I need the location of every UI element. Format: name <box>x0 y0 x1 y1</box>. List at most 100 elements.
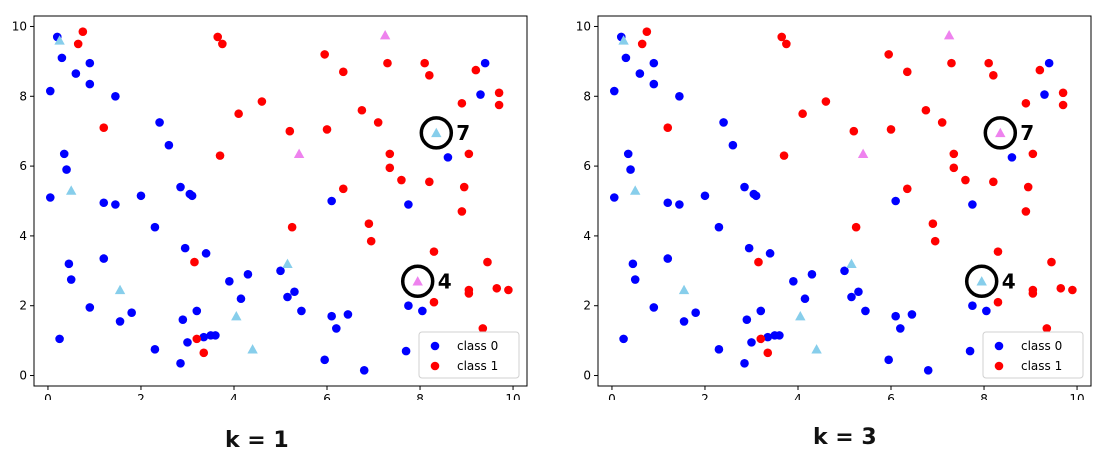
scatter-panel-k1: 0 2 4 6 8 10 0 2 4 6 8 10 7 4 class 0 class 1 <box>0 0 545 400</box>
caption-k3: k = 3 <box>813 425 877 450</box>
class1-point <box>1056 283 1066 293</box>
class1-point <box>947 58 956 68</box>
class0-point <box>719 118 728 127</box>
class0-point <box>619 334 628 344</box>
class1-point <box>937 118 947 127</box>
class0-point <box>840 266 849 276</box>
class1-point <box>234 109 243 119</box>
class1-point <box>492 283 502 293</box>
class0-point <box>744 243 754 253</box>
class0-point <box>201 249 211 258</box>
class1-point <box>285 126 295 136</box>
class1-point <box>884 50 893 59</box>
class1-point <box>886 125 896 134</box>
class0-point <box>740 182 749 192</box>
class1-point <box>949 163 959 173</box>
class0-point <box>115 317 125 326</box>
class0-point <box>199 332 209 342</box>
class1-point <box>1035 65 1045 75</box>
y-tick-label: 0 <box>19 369 27 383</box>
class1-point <box>78 27 88 37</box>
class0-point <box>609 193 619 202</box>
class1-point <box>1047 257 1056 267</box>
class0-point <box>85 58 95 68</box>
legend-label: class 1 <box>1021 359 1062 373</box>
class1-point <box>1028 149 1038 159</box>
class1-point <box>218 39 227 49</box>
class0-point <box>183 338 192 347</box>
class1-point <box>989 177 998 187</box>
class1-point <box>373 118 383 127</box>
class0-point <box>276 266 285 276</box>
x-tick-label: 6 <box>323 392 331 400</box>
class1-point <box>1068 285 1077 295</box>
class0-point <box>740 359 749 368</box>
class1-point <box>928 219 938 228</box>
test-point-triangle <box>293 148 305 159</box>
class0-point <box>297 306 306 316</box>
class1-point <box>464 149 474 159</box>
class0-point <box>765 249 775 258</box>
highlight-circle <box>400 264 435 299</box>
class1-point <box>99 123 109 132</box>
highlight-circle <box>983 116 1018 150</box>
class1-point <box>425 177 434 187</box>
class0-point <box>66 275 76 284</box>
class0-point <box>176 359 185 368</box>
class0-point <box>164 140 174 150</box>
annotated-test-point <box>976 276 987 286</box>
class0-point <box>57 53 67 63</box>
class1-point <box>385 149 395 159</box>
class1-point <box>821 97 831 106</box>
class1-point <box>1021 98 1031 108</box>
class0-point <box>359 365 369 375</box>
class0-point <box>136 191 146 201</box>
class1-point <box>851 222 861 232</box>
test-point-triangle <box>379 29 391 40</box>
class1-point <box>777 32 787 42</box>
axes-frame <box>33 15 528 387</box>
class1-point <box>763 348 773 358</box>
class0-point <box>155 118 164 127</box>
class0-point <box>691 308 700 317</box>
class0-point <box>742 315 752 324</box>
class0-point <box>663 254 673 263</box>
class1-point <box>849 126 859 136</box>
class0-point <box>418 306 427 316</box>
class1-point <box>338 184 348 194</box>
class1-point <box>961 175 970 185</box>
class1-point <box>1058 100 1068 110</box>
class0-point <box>649 58 659 68</box>
y-tick-label: 8 <box>583 89 591 103</box>
test-point-triangle <box>943 29 955 40</box>
class1-point <box>471 65 481 75</box>
class1-point <box>663 123 673 132</box>
class1-point <box>930 236 940 246</box>
class0-point <box>891 196 900 206</box>
class0-point <box>111 91 120 101</box>
class0-point <box>332 324 341 333</box>
class1-point <box>642 27 652 37</box>
test-point-triangle <box>282 258 293 268</box>
y-tick-label: 6 <box>19 159 27 173</box>
class0-point <box>663 198 673 208</box>
class1-point <box>1042 324 1052 333</box>
class1-point <box>213 32 223 42</box>
highlight-circle <box>964 264 999 299</box>
class0-point <box>99 198 109 208</box>
class0-point <box>45 193 55 202</box>
class0-point <box>180 243 190 253</box>
class1-point <box>949 149 959 159</box>
class1-point <box>199 348 209 358</box>
x-tick-label: 4 <box>230 392 238 400</box>
class0-point <box>714 345 724 354</box>
axes-frame <box>597 15 1092 387</box>
scatter-plot-k3: 0 2 4 6 8 10 0 2 4 6 8 10 7 4 class 0 class 1 <box>576 15 1092 400</box>
class0-point <box>404 200 413 209</box>
class1-point <box>637 39 647 49</box>
class0-point <box>243 270 253 279</box>
class0-point <box>756 306 766 316</box>
class0-point <box>62 165 71 174</box>
annotation-label: 7 <box>456 121 470 145</box>
class0-point <box>343 310 353 319</box>
